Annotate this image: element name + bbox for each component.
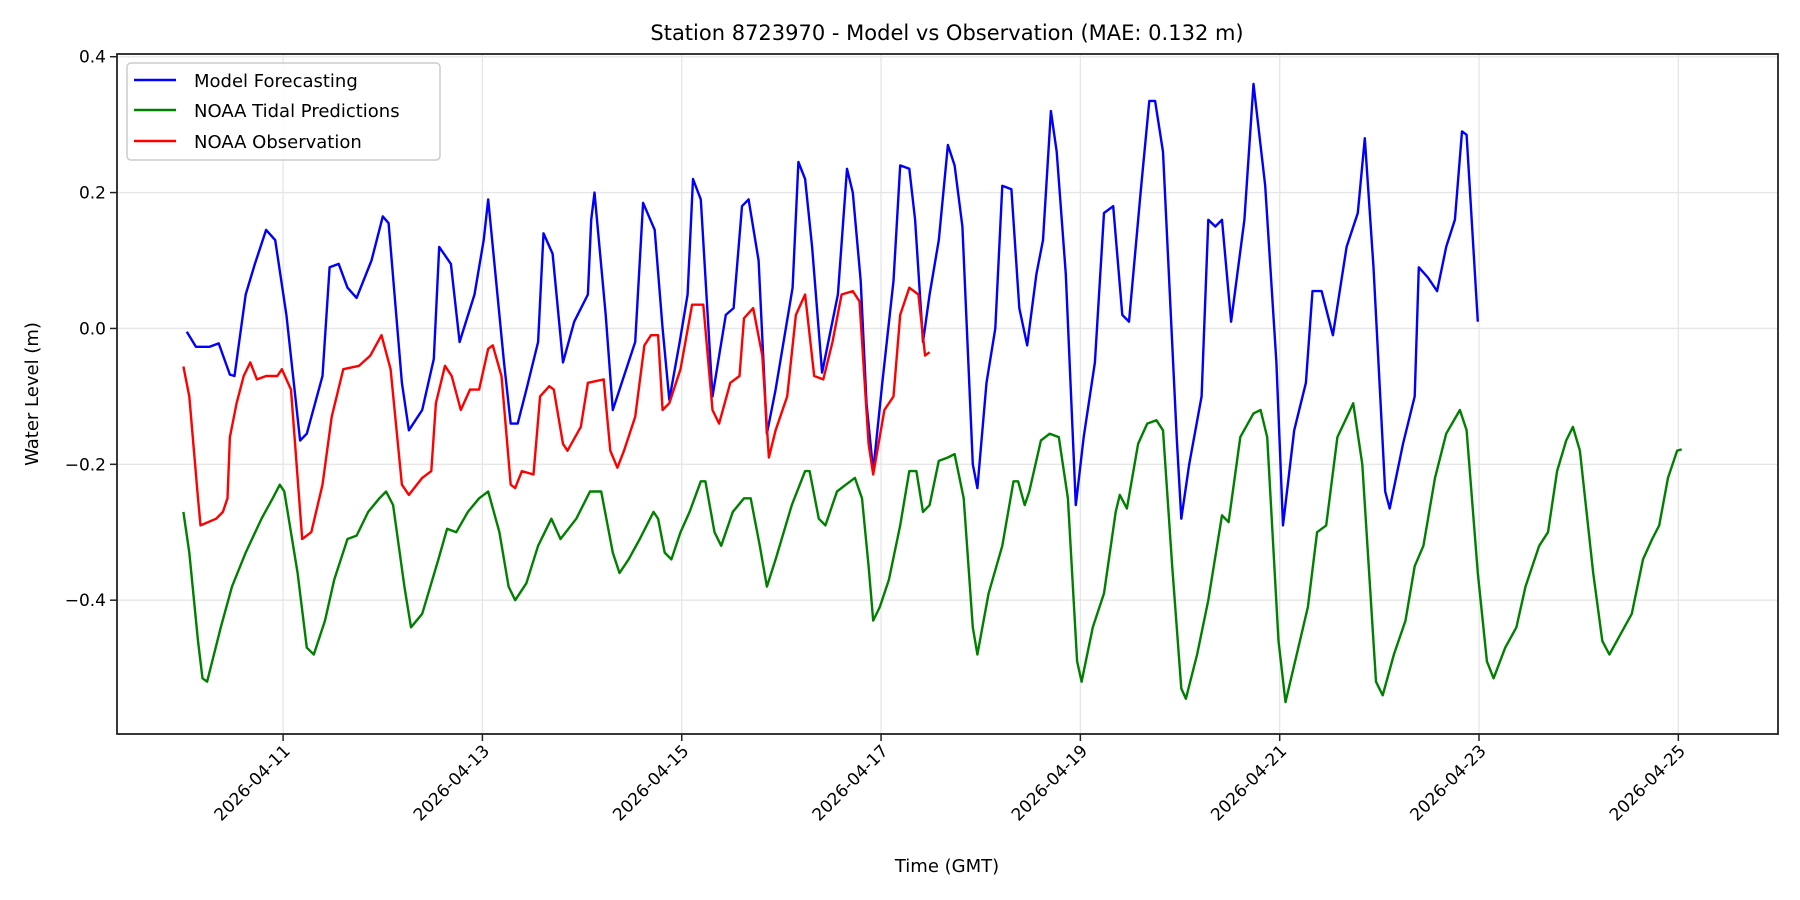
legend-label-tidal: NOAA Tidal Predictions: [194, 101, 400, 122]
x-axis-label: Time (GMT): [894, 856, 999, 877]
y-tick-label: 0.4: [79, 48, 106, 68]
y-tick-label: 0.0: [79, 319, 106, 339]
series-line-noaa-tidal-predictions: [182, 402, 1683, 704]
legend-label-observation: NOAA Observation: [194, 132, 362, 153]
y-axis-label: Water Level (m): [22, 322, 43, 466]
legend: Model Forecasting NOAA Tidal Predictions…: [126, 62, 441, 161]
series-line-noaa-observation: [182, 286, 931, 541]
y-tick-label: −0.4: [65, 591, 106, 611]
plot-frame: [116, 53, 1779, 735]
y-axis-ticks: 0.4 0.2 0.0 −0.2 −0.4: [65, 48, 117, 611]
legend-box: [126, 62, 441, 161]
chart-title: Station 8723970 - Model vs Observation (…: [650, 21, 1243, 45]
legend-label-model: Model Forecasting: [194, 71, 358, 92]
series-lines: [182, 82, 1683, 704]
y-tick-label: 0.2: [79, 184, 106, 204]
y-tick-label: −0.2: [65, 455, 106, 475]
series-line-model-forecasting: [185, 82, 1479, 527]
grid-lines: [117, 54, 1778, 734]
